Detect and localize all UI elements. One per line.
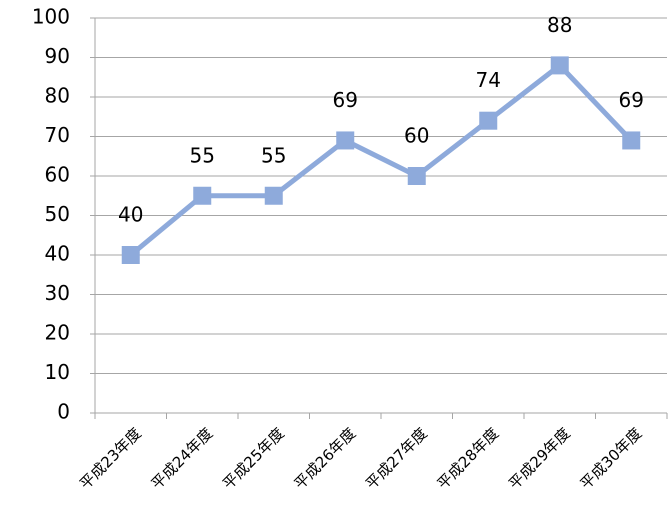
y-tick-label: 70: [45, 123, 70, 147]
data-label: 69: [333, 88, 358, 112]
data-label: 88: [547, 13, 572, 37]
data-label: 55: [261, 143, 286, 167]
marker: [407, 167, 426, 185]
marker: [479, 111, 498, 130]
y-tick-label: 20: [45, 321, 70, 345]
x-tick-label: 平成24年度: [148, 424, 217, 493]
data-label: 60: [404, 124, 429, 148]
x-tick-label: 平成28年度: [434, 424, 503, 493]
x-tick-label: 平成30年度: [577, 424, 646, 493]
y-tick-label: 0: [57, 400, 70, 424]
marker: [622, 131, 641, 150]
data-label: 69: [619, 88, 644, 112]
marker: [336, 131, 355, 150]
marker: [550, 56, 569, 75]
marker: [121, 246, 140, 264]
x-tick-label: 平成23年度: [76, 424, 145, 493]
x-tick-label: 平成29年度: [505, 424, 574, 493]
y-tick-label: 30: [45, 281, 70, 305]
data-label: 40: [118, 203, 143, 227]
y-tick-label: 60: [45, 163, 70, 187]
y-tick-label: 10: [45, 360, 70, 384]
y-tick-label: 90: [45, 44, 70, 68]
y-tick-label: 100: [32, 5, 70, 29]
data-label: 55: [190, 143, 215, 167]
x-tick-label: 平成25年度: [219, 424, 288, 493]
marker: [264, 186, 283, 205]
marker: [193, 186, 212, 205]
line: [129, 62, 634, 257]
y-tick-label: 50: [45, 202, 70, 226]
x-tick-label: 平成26年度: [291, 424, 360, 493]
y-tick-label: 40: [45, 242, 70, 266]
x-tick-label: 平成27年度: [362, 424, 431, 493]
y-tick-label: 80: [45, 84, 70, 108]
data-label: 74: [476, 68, 501, 92]
